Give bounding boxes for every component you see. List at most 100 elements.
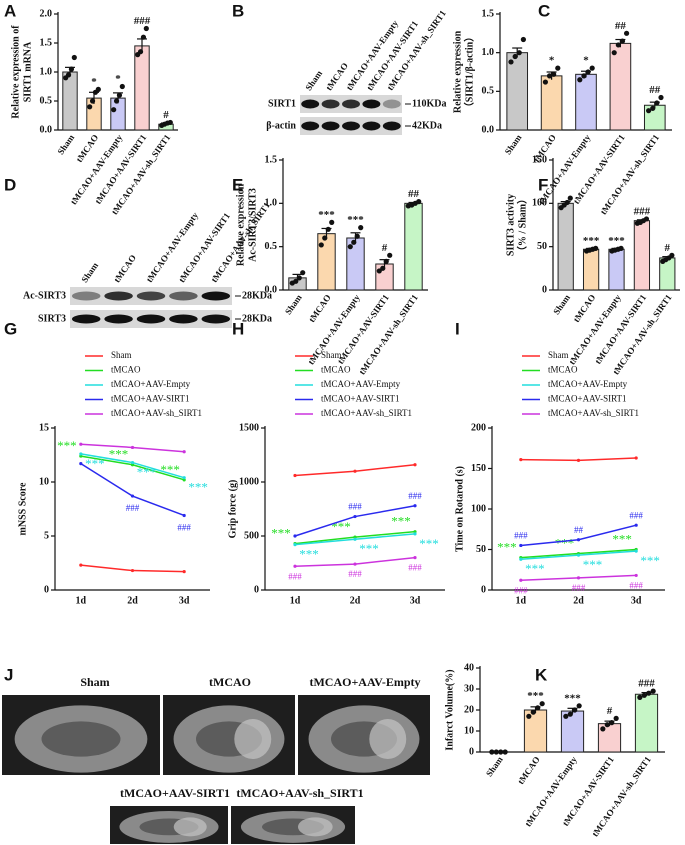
data-point	[387, 252, 393, 258]
significance-mark: ***	[555, 536, 575, 551]
lane-label: tMCAO	[112, 253, 138, 285]
y-tick-label: 10	[464, 725, 474, 736]
significance-mark: ***	[391, 514, 411, 529]
significance-mark: ###	[514, 585, 528, 595]
blot-band	[321, 121, 340, 131]
line-point	[413, 532, 417, 536]
y-tick-label: 0.0	[40, 124, 53, 135]
significance-mark: ***	[299, 547, 319, 562]
legend-label: tMCAO+AAV-Empty	[321, 379, 401, 389]
panel-letter: G	[4, 319, 17, 338]
y-tick-label: 0.0	[265, 284, 278, 295]
significance-mark: #	[163, 109, 169, 121]
y-tick-label: 1500	[239, 422, 259, 433]
x-tick-label: 2d	[127, 595, 138, 606]
data-point	[89, 98, 96, 104]
y-axis-label: SIRT3 activity	[505, 194, 516, 256]
line-point	[79, 462, 83, 466]
size-label: 28KDa	[242, 290, 272, 301]
blot-band	[136, 314, 166, 324]
line-point	[130, 445, 135, 450]
panel-letter: A	[4, 1, 16, 20]
data-point	[604, 722, 610, 728]
blot-band	[201, 291, 231, 301]
line-point	[353, 537, 357, 541]
line-point	[79, 452, 83, 456]
data-point	[535, 705, 541, 711]
significance-mark: *	[115, 73, 121, 85]
legend-label: tMCAO+AAV-sh_SIRT1	[111, 408, 202, 418]
x-tick-label: tMCAO+AAV-sh_SIRT1	[357, 292, 420, 376]
line-point	[413, 556, 417, 560]
line-point	[293, 473, 297, 478]
bar	[575, 73, 597, 131]
blot-band	[71, 291, 101, 301]
significance-mark: ***	[359, 541, 379, 556]
data-point	[380, 265, 386, 271]
row-label: β-actin	[266, 120, 296, 131]
significance-mark: ***	[419, 536, 439, 551]
data-point	[87, 104, 93, 110]
data-point	[512, 53, 518, 60]
y-axis-label: Infarct Volume(%)	[444, 669, 455, 750]
blot-band	[136, 291, 166, 301]
legend-label: tMCAO+AAV-SIRT1	[548, 394, 627, 404]
legend-label: tMCAO+AAV-sh_SIRT1	[548, 408, 639, 418]
data-point	[140, 34, 147, 40]
data-point	[619, 38, 626, 44]
y-tick-label: 200	[471, 422, 486, 433]
line-point	[413, 504, 417, 508]
data-point	[576, 703, 582, 709]
line-point	[519, 557, 523, 561]
bar	[608, 248, 625, 291]
y-tick-label: 500	[244, 530, 259, 541]
blot-band	[362, 121, 381, 131]
data-point	[167, 119, 173, 126]
bar	[633, 220, 651, 291]
data-point	[585, 69, 591, 75]
significance-mark: ###	[638, 678, 655, 690]
line-point	[519, 543, 523, 548]
legend-label: tMCAO+AAV-SIRT1	[321, 394, 400, 404]
y-tick-label: 2.0	[40, 8, 53, 19]
significance-mark: ***	[109, 447, 129, 462]
row-label: Ac-SIRT3	[23, 290, 66, 301]
line-point	[130, 568, 135, 573]
data-point	[293, 278, 299, 284]
significance-mark: ***	[160, 462, 180, 477]
data-point	[68, 66, 75, 72]
significance-mark: ###	[629, 510, 643, 520]
data-point	[546, 73, 553, 79]
legend-label: Sham	[321, 350, 342, 360]
mri-label: tMCAO	[209, 675, 251, 689]
data-point	[542, 79, 549, 85]
y-tick-label: 0	[44, 584, 49, 595]
size-label: 28KDa	[242, 313, 272, 324]
y-tick-label: 1000	[239, 476, 259, 487]
x-tick-label: tMCAO+AAV-SIRT1	[335, 292, 391, 366]
y-tick-label: 1.5	[40, 37, 53, 48]
blot-band	[201, 314, 231, 324]
data-point	[508, 59, 514, 65]
significance-mark: #	[382, 242, 388, 254]
data-point	[567, 711, 573, 717]
data-point	[581, 73, 587, 79]
x-tick-label: tMCAO	[571, 293, 597, 325]
significance-mark: *	[549, 55, 555, 67]
data-point	[611, 50, 617, 56]
panel-letter: H	[232, 319, 244, 338]
line-point	[130, 494, 135, 498]
y-axis-label: mNSS Score	[17, 482, 28, 535]
panel-letter: D	[4, 175, 16, 194]
data-point	[347, 244, 353, 250]
x-tick-label: 2d	[350, 595, 361, 606]
data-point	[300, 270, 306, 276]
y-tick-label: 1.5	[265, 154, 278, 165]
legend-label: tMCAO+AAV-sh_SIRT1	[321, 408, 412, 418]
data-point	[498, 749, 504, 755]
x-tick-label: 1d	[516, 595, 527, 606]
line-point	[353, 562, 357, 566]
line-point	[182, 450, 186, 454]
y-tick-label: 0.0	[482, 124, 495, 135]
y-tick-label: 5	[44, 530, 49, 541]
